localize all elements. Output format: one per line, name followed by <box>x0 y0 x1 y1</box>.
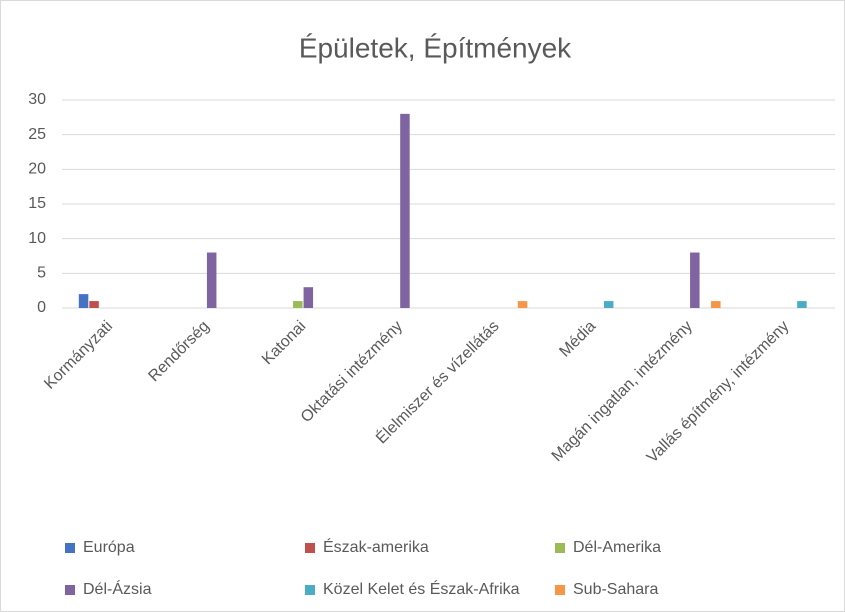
y-tick-label: 20 <box>28 161 46 178</box>
bar <box>797 301 807 308</box>
legend-label: Közel Kelet és Észak-Afrika <box>323 579 520 598</box>
legend-label: Sub-Sahara <box>573 581 658 598</box>
y-tick-label: 25 <box>28 126 46 143</box>
y-tick-label: 10 <box>28 230 46 247</box>
legend-swatch <box>305 543 315 553</box>
legend-swatch <box>65 543 75 553</box>
y-tick-label: 30 <box>28 91 46 108</box>
legend-label: Dél-Ázsia <box>83 579 152 598</box>
bar <box>78 294 89 308</box>
chart-title: Épületek, Építmények <box>299 32 572 63</box>
bar <box>711 301 721 308</box>
bar <box>690 252 700 308</box>
y-tick-label: 0 <box>37 299 46 316</box>
legend-swatch <box>65 585 75 595</box>
bar <box>293 301 303 308</box>
bar <box>206 252 217 308</box>
legend-swatch <box>305 585 315 595</box>
bar <box>89 301 99 308</box>
legend-label: Dél-Amerika <box>573 539 661 556</box>
bar <box>603 301 614 308</box>
bar <box>400 113 410 308</box>
legend-swatch <box>555 585 565 595</box>
legend-swatch <box>555 543 565 553</box>
y-tick-label: 5 <box>37 265 46 282</box>
bar <box>517 301 528 308</box>
bar <box>303 287 314 308</box>
legend-label: Észak-amerika <box>323 537 429 556</box>
y-tick-label: 15 <box>28 195 46 212</box>
legend-label: Európa <box>83 539 135 556</box>
